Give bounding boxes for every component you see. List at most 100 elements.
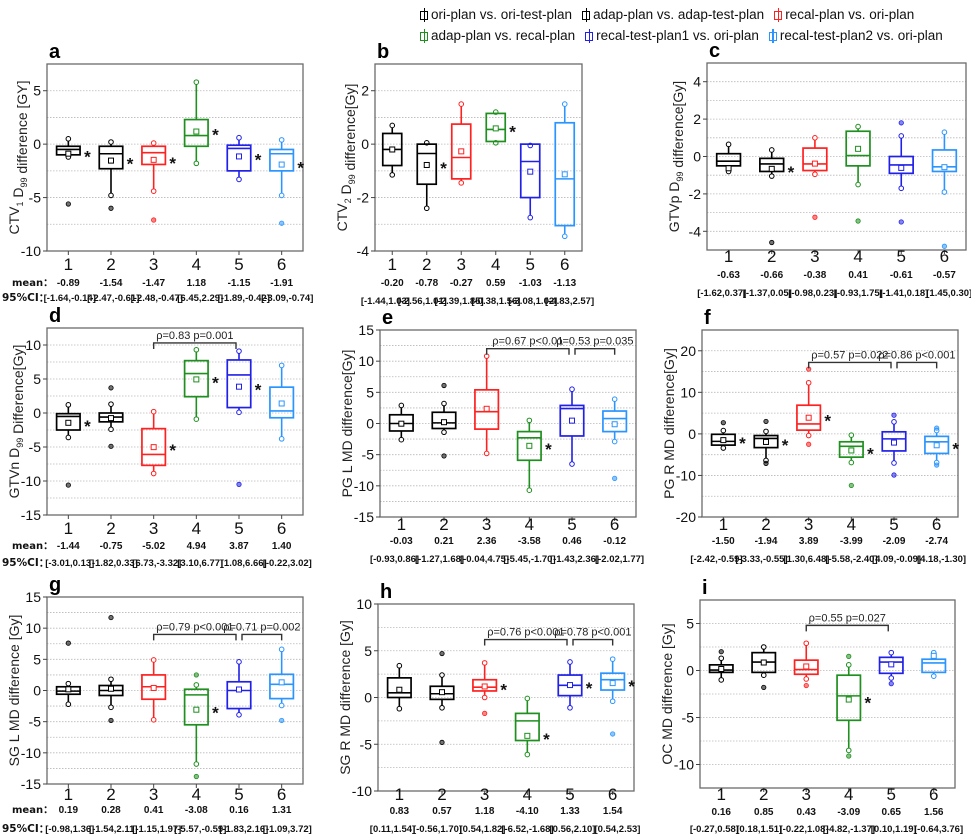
- mean-value: 3.87: [229, 541, 249, 552]
- y-tick-label: 10: [356, 596, 372, 612]
- y-tick-label: -10: [354, 478, 374, 494]
- mean-value: -1.44: [57, 541, 80, 552]
- box-6: *: [600, 656, 635, 737]
- box-1: *: [55, 402, 91, 488]
- mean-value: -0.20: [381, 278, 404, 289]
- y-axis-label-part: SG R MD difference [Gy]: [337, 620, 353, 775]
- iqr-box: [183, 359, 209, 398]
- iqr-box: [485, 112, 507, 143]
- significance-star: *: [739, 434, 746, 453]
- x-tick-label: 5: [234, 519, 243, 538]
- ci-value: [-0.93,1.75]: [834, 288, 883, 299]
- ci-value: [1.08,6.66]: [221, 558, 267, 569]
- box-1: *: [710, 420, 746, 453]
- mean-marker: [396, 686, 403, 693]
- outlier-point: [888, 681, 894, 687]
- box-2: [431, 382, 457, 459]
- mean-value: -0.57: [933, 270, 956, 281]
- panel-letter: h: [380, 581, 392, 603]
- box-3: [450, 101, 472, 186]
- significance-star: *: [788, 163, 795, 182]
- outlier-point: [279, 717, 285, 724]
- iqr-box: [416, 143, 438, 186]
- outlier-point: [193, 773, 199, 780]
- x-tick-label: 6: [277, 255, 286, 274]
- y-axis-label-part: D: [338, 184, 354, 198]
- y-axis-label: GTVp D99 difference[Gy]: [666, 81, 686, 232]
- whisker-cap-lower: [150, 470, 157, 477]
- x-tick-label: 2: [422, 255, 431, 274]
- outlier-point: [108, 205, 114, 211]
- significance-bracket: ρ=0.79 p<0.001: [152, 621, 237, 641]
- iqr-box: [519, 143, 541, 199]
- whisker-cap-upper: [524, 695, 531, 702]
- mean-marker: [941, 164, 948, 171]
- x-tick-label: 5: [234, 255, 243, 274]
- whisker-cap-upper: [398, 402, 405, 409]
- box-1: *: [55, 136, 91, 207]
- x-tick-label: 4: [192, 519, 201, 538]
- significance-bracket: ρ=0.55 p=0.027: [805, 612, 889, 632]
- mean-prefix-label: mean：: [12, 278, 53, 289]
- whisker-cap-upper: [389, 122, 396, 129]
- box-4: *: [836, 653, 871, 759]
- y-tick-label: 4: [693, 74, 701, 90]
- whisker-cap-lower: [805, 432, 812, 439]
- mean-prefix-label: mean：: [12, 541, 53, 552]
- y-axis-label: SG L MD difference [Gy]: [6, 615, 22, 767]
- legend-label: adap-plan vs. adap-test-plan: [593, 7, 765, 22]
- whisker-cap-lower: [720, 445, 727, 451]
- whisker-cap-upper: [278, 646, 285, 653]
- outlier-point: [193, 672, 199, 678]
- y-tick-label: 0: [366, 416, 374, 432]
- iqr-box: [429, 685, 455, 701]
- panel-i: i -10 -5 0 5 OC MD difference [Gy] 1 2 3 4 5 6 * ρ=0.…: [659, 577, 963, 835]
- outlier-point: [898, 120, 904, 126]
- x-tick-label: 6: [610, 515, 619, 534]
- x-tick-label: 3: [482, 515, 491, 534]
- iqr-box: [793, 659, 819, 676]
- outlier-point: [898, 219, 904, 225]
- bracket-line: [485, 348, 570, 355]
- ci-value: [-1.62,0.37]: [697, 288, 746, 299]
- x-tick-label: 3: [804, 515, 813, 534]
- box-4: [845, 123, 871, 224]
- mean-marker: [193, 376, 200, 383]
- ci-value: [0.54,2.53]: [595, 824, 641, 835]
- x-tick-label: 4: [192, 785, 201, 804]
- mean-marker: [811, 160, 818, 167]
- whisker-cap-upper: [567, 659, 573, 665]
- box-4: *: [183, 346, 219, 422]
- y-axis-label-part: CTV: [334, 203, 350, 232]
- mean-value: -1.91: [270, 278, 293, 289]
- box-5: [519, 142, 541, 221]
- y-axis-label-subscript: 99: [347, 174, 357, 184]
- significance-star: *: [212, 704, 219, 723]
- bracket-label: ρ=0.76 p<0.001: [487, 627, 564, 639]
- y-tick-label: -4: [357, 243, 370, 259]
- mean-marker: [763, 438, 769, 445]
- legend: ori-plan vs. ori-test-plan adap-plan vs.…: [420, 4, 971, 46]
- mean-marker: [768, 165, 775, 172]
- mean-marker: [526, 442, 533, 449]
- ci-value: [-1.89,-0.42]: [218, 293, 270, 304]
- mean-marker: [524, 732, 531, 739]
- whisker-cap-lower: [888, 675, 895, 681]
- mean-marker: [848, 447, 855, 454]
- x-tick-label: 1: [397, 515, 406, 534]
- whisker-cap-lower: [108, 426, 114, 433]
- x-tick-label: 1: [64, 785, 73, 804]
- y-axis-label-subscript: 2: [343, 198, 353, 203]
- x-tick-label: 5: [887, 785, 896, 804]
- box-4: *: [183, 79, 219, 167]
- outlier-point: [761, 684, 767, 691]
- bracket-line: [241, 633, 283, 641]
- mean-marker: [423, 161, 430, 168]
- box-4: *: [838, 432, 874, 489]
- box-6: [921, 649, 947, 679]
- y-tick-label: 0: [33, 405, 41, 421]
- y-tick-label: -5: [29, 714, 42, 730]
- legend-item-ori-vs-ori-test: ori-plan vs. ori-test-plan: [420, 7, 572, 22]
- significance-star: *: [212, 373, 219, 392]
